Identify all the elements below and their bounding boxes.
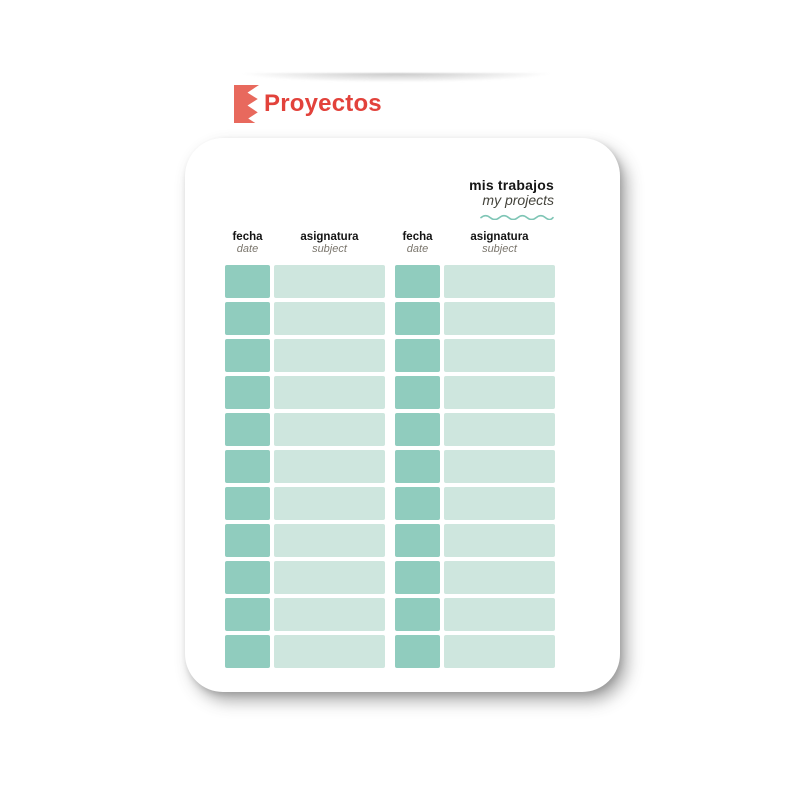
date-cell bbox=[395, 487, 440, 520]
subject-cell bbox=[444, 376, 555, 409]
date-cell bbox=[225, 635, 270, 668]
subject-cell bbox=[444, 265, 555, 298]
date-cell bbox=[225, 524, 270, 557]
subject-cell bbox=[444, 413, 555, 446]
card-title: mis trabajos bbox=[469, 177, 554, 193]
planner-grid bbox=[225, 265, 555, 668]
subject-cell bbox=[444, 339, 555, 372]
subject-cell bbox=[274, 635, 385, 668]
date-cell bbox=[225, 450, 270, 483]
date-cell bbox=[225, 376, 270, 409]
subject-cell bbox=[274, 339, 385, 372]
date-cell bbox=[225, 561, 270, 594]
date-cell bbox=[225, 487, 270, 520]
date-cell bbox=[395, 561, 440, 594]
header-fecha-1: fecha date bbox=[225, 231, 270, 255]
subject-cell bbox=[274, 265, 385, 298]
header-asignatura-2: asignatura subject bbox=[444, 231, 555, 255]
header-label: fecha bbox=[232, 231, 263, 243]
flag-icon bbox=[234, 85, 259, 123]
date-cell bbox=[395, 265, 440, 298]
planner-grid-group-2 bbox=[395, 265, 555, 668]
header-label: asignatura bbox=[470, 231, 529, 243]
subject-cell bbox=[274, 598, 385, 631]
date-cell bbox=[225, 265, 270, 298]
planner-sheet: fecha date asignatura subject fecha date… bbox=[225, 231, 555, 668]
subject-cell bbox=[274, 487, 385, 520]
date-cell bbox=[225, 302, 270, 335]
header-sublabel: date bbox=[406, 243, 429, 255]
subject-cell bbox=[444, 524, 555, 557]
subject-cell bbox=[274, 524, 385, 557]
card-title-block: mis trabajos my projects bbox=[469, 178, 554, 220]
date-cell bbox=[395, 376, 440, 409]
date-cell bbox=[395, 339, 440, 372]
subject-cell bbox=[274, 413, 385, 446]
planner-grid-group-1 bbox=[225, 265, 385, 668]
date-cell bbox=[225, 413, 270, 446]
subject-cell bbox=[444, 598, 555, 631]
product-title: Proyectos bbox=[264, 90, 382, 117]
wave-underline-icon bbox=[480, 214, 554, 220]
header-sublabel: date bbox=[236, 243, 259, 255]
planner-card: mis trabajos my projects fecha date asig… bbox=[185, 138, 620, 692]
card-subtitle: my projects bbox=[482, 192, 554, 208]
header-label: asignatura bbox=[300, 231, 359, 243]
header-label: fecha bbox=[402, 231, 433, 243]
column-header-group-1: fecha date asignatura subject bbox=[225, 231, 385, 255]
date-cell bbox=[395, 524, 440, 557]
product-header: Proyectos bbox=[234, 85, 382, 123]
header-asignatura-1: asignatura subject bbox=[274, 231, 385, 255]
subject-cell bbox=[274, 450, 385, 483]
date-cell bbox=[395, 413, 440, 446]
subject-cell bbox=[444, 635, 555, 668]
date-cell bbox=[395, 450, 440, 483]
subject-cell bbox=[274, 561, 385, 594]
subject-cell bbox=[444, 302, 555, 335]
subject-cell bbox=[444, 561, 555, 594]
column-header-group-2: fecha date asignatura subject bbox=[395, 231, 555, 255]
header-sublabel: subject bbox=[312, 243, 347, 255]
subject-cell bbox=[444, 487, 555, 520]
date-cell bbox=[225, 339, 270, 372]
date-cell bbox=[395, 598, 440, 631]
date-cell bbox=[395, 302, 440, 335]
subject-cell bbox=[444, 450, 555, 483]
date-cell bbox=[225, 598, 270, 631]
subject-cell bbox=[274, 302, 385, 335]
subject-cell bbox=[274, 376, 385, 409]
cropped-card-shadow bbox=[205, 73, 587, 85]
header-fecha-2: fecha date bbox=[395, 231, 440, 255]
header-sublabel: subject bbox=[482, 243, 517, 255]
column-headers: fecha date asignatura subject fecha date… bbox=[225, 231, 555, 255]
date-cell bbox=[395, 635, 440, 668]
